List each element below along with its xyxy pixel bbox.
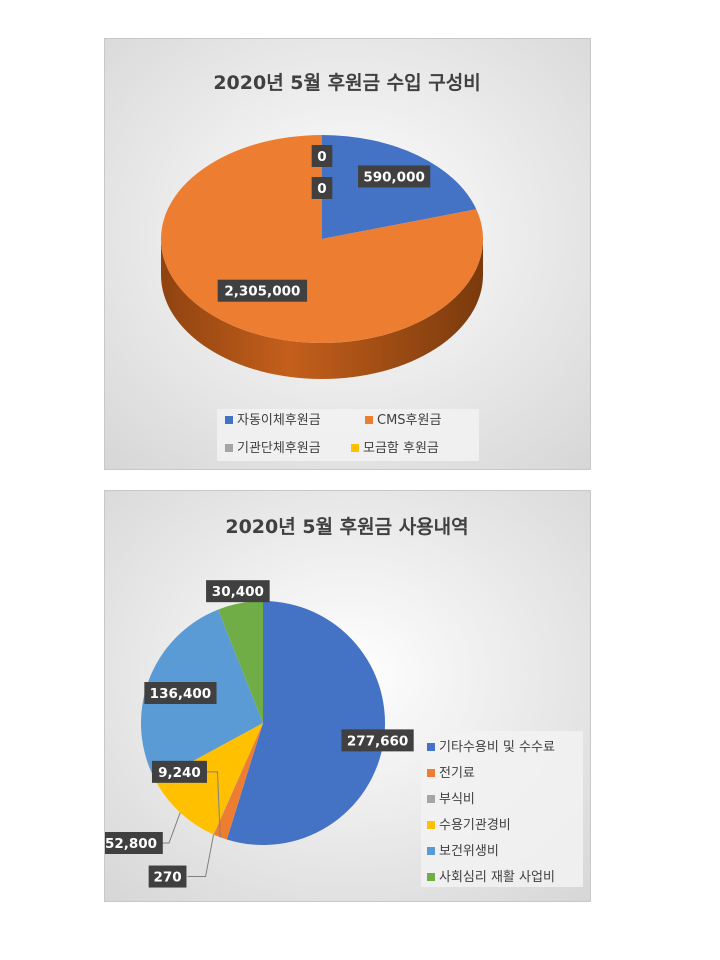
data-label-2: 0 (311, 177, 333, 199)
legend-item-4: 보건위생비 (427, 844, 499, 859)
data-label-4-bg (144, 682, 217, 705)
pie-slice-3 (155, 723, 263, 835)
data-label-0: 277,660 (341, 729, 414, 752)
legend-label-2: 기관단체후원금 (237, 441, 321, 456)
data-label-4-text: 136,400 (150, 686, 212, 702)
legend-label-2: 부식비 (439, 792, 475, 807)
legend-item-0: 기타수용비 및 수수료 (427, 740, 555, 755)
legend-item-3: 모금함 후원금 (351, 441, 439, 456)
legend-item-2: 부식비 (427, 792, 475, 807)
legend-label-3: 수용기관경비 (439, 818, 511, 833)
legend-swatch-3 (351, 444, 359, 452)
pie-slice-1 (213, 723, 263, 840)
data-label-1: 9,240 (151, 760, 207, 783)
legend-item-3: 수용기관경비 (427, 818, 511, 833)
legend-item-0: 자동이체후원금 (225, 413, 321, 428)
legend-item-1: CMS후원금 (365, 413, 441, 428)
data-label-2-text: 270 (153, 870, 181, 886)
data-label-5: 30,400 (206, 580, 270, 603)
legend-item-2: 기관단체후원금 (225, 441, 321, 456)
data-label-1-bg (151, 760, 207, 783)
legend-item-5: 사회심리 재활 사업비 (427, 870, 555, 885)
chart-title: 2020년 5월 후원금 사용내역 (225, 516, 468, 538)
legend-swatch-4 (427, 847, 435, 855)
legend-swatch-0 (225, 416, 233, 424)
leader-line-2 (187, 834, 215, 878)
data-label-1: 2,305,000 (217, 279, 308, 302)
data-label-2-text: 0 (317, 181, 326, 197)
legend-label-1: CMS후원금 (377, 413, 441, 428)
data-label-0-text: 277,660 (347, 733, 409, 749)
legend-swatch-1 (427, 769, 435, 777)
pie-slice-0 (226, 601, 386, 845)
data-label-2-bg (311, 177, 333, 199)
data-label-3-bg (311, 145, 333, 167)
legend-label-1: 전기료 (439, 766, 475, 781)
data-label-3-text: 52,800 (105, 836, 157, 852)
spending-pie-svg: 2020년 5월 후원금 사용내역 277,660 9,240 270 52,800 1… (105, 491, 590, 901)
legend-swatch-0 (427, 743, 435, 751)
legend-swatch-3 (427, 821, 435, 829)
legend-label-0: 자동이체후원금 (237, 413, 321, 428)
data-label-1-text: 9,240 (158, 765, 201, 781)
legend-label-4: 보건위생비 (439, 844, 499, 859)
legend-label-3: 모금함 후원금 (363, 441, 439, 456)
pie-slice-2 (213, 723, 263, 835)
spending-pie-chart: 2020년 5월 후원금 사용내역 277,660 9,240 270 52,800 1… (104, 490, 591, 902)
legend-item-1: 전기료 (427, 766, 475, 781)
data-label-0: 590,000 (358, 165, 431, 188)
data-label-3: 0 (311, 145, 333, 167)
pie-side-1 (161, 239, 483, 379)
income-pie-chart: 2020년 5월 후원금 수입 구성비 590,000 2,305,000 0 0 자… (104, 38, 591, 470)
legend-swatch-2 (427, 795, 435, 803)
data-label-2: 270 (148, 865, 187, 888)
legend-bg (217, 409, 479, 461)
legend-swatch-1 (365, 416, 373, 424)
data-label-3: 52,800 (105, 832, 163, 854)
chart-title: 2020년 5월 후원금 수입 구성비 (213, 72, 480, 94)
data-label-4: 136,400 (144, 682, 217, 705)
data-label-3-text: 0 (317, 149, 326, 165)
legend-label-5: 사회심리 재활 사업비 (439, 870, 555, 885)
legend-swatch-5 (427, 873, 435, 881)
data-label-5-text: 30,400 (212, 584, 264, 600)
data-label-1-text: 2,305,000 (224, 284, 300, 300)
data-label-2-bg (148, 865, 187, 888)
legend-swatch-2 (225, 444, 233, 452)
legend-label-0: 기타수용비 및 수수료 (439, 740, 555, 755)
legend-bg (421, 731, 583, 887)
data-label-3-bg (105, 832, 163, 854)
data-label-0-bg (358, 165, 431, 188)
income-pie-svg: 2020년 5월 후원금 수입 구성비 590,000 2,305,000 0 0 자… (105, 39, 590, 469)
data-label-5-bg (206, 580, 270, 603)
data-label-0-bg (341, 729, 414, 752)
data-label-1-bg (217, 279, 308, 302)
data-label-0-text: 590,000 (363, 169, 425, 185)
pie-slice-5 (218, 601, 263, 723)
